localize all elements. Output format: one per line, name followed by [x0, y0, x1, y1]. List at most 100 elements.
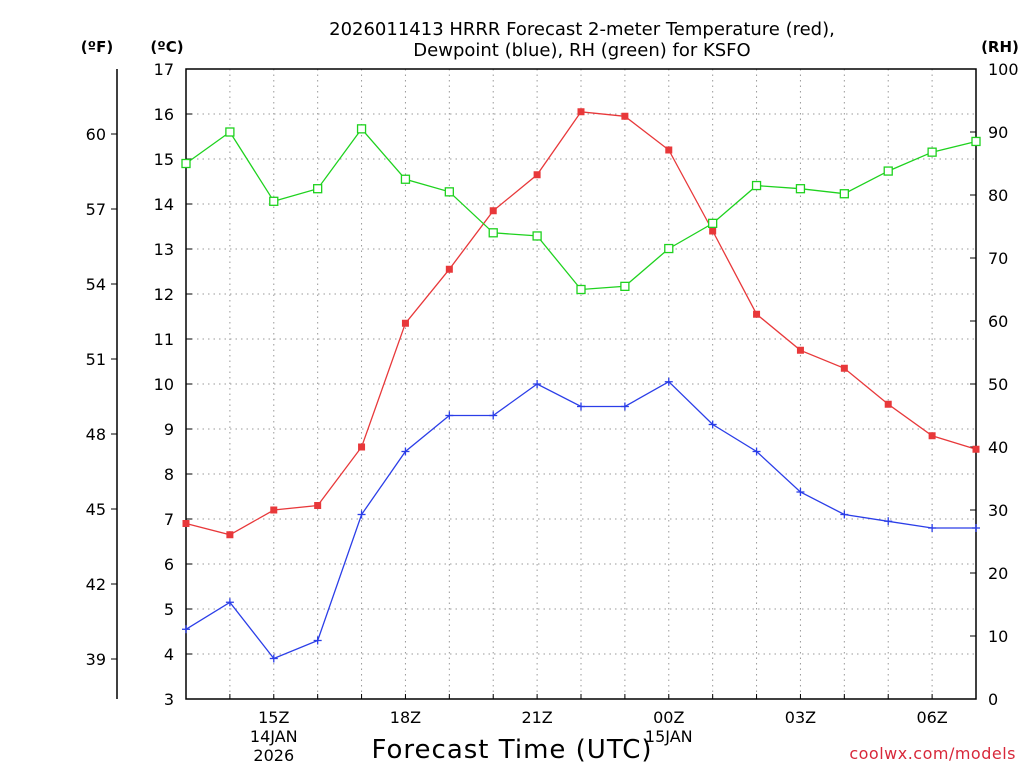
dewpoint-point: [577, 402, 585, 411]
rh-tick-label: 70: [988, 249, 1008, 268]
x-tick-label: 00Z: [653, 708, 684, 727]
temperature-point: [314, 502, 322, 509]
celsius-tick-label: 13: [154, 240, 174, 259]
rh-point: [225, 127, 235, 137]
dewpoint-point: [884, 517, 893, 526]
fahrenheit-tick-label: 60: [86, 125, 106, 144]
data-series: [181, 108, 981, 663]
temperature-point: [972, 445, 980, 453]
temperature-point: [928, 432, 936, 440]
celsius-tick-label: 5: [164, 600, 174, 619]
rh-tick-label: 80: [988, 186, 1008, 205]
dewpoint-point: [620, 402, 629, 411]
temperature-point: [270, 506, 278, 514]
x-tick-label: 21Z: [521, 708, 552, 727]
temperature-point: [577, 108, 585, 116]
fahrenheit-unit-label: (ºF): [81, 38, 113, 56]
date-label: 14JAN: [250, 727, 298, 746]
rh-tick-label: 10: [988, 627, 1008, 646]
dewpoint-point: [182, 625, 190, 634]
rh-point: [488, 228, 498, 238]
rh-tick-label: 100: [988, 60, 1019, 79]
rh-point: [532, 231, 542, 241]
celsius-tick-label: 4: [164, 645, 174, 664]
celsius-tick-label: 12: [154, 285, 174, 304]
celsius-tick-label: 9: [164, 420, 174, 439]
temperature-point: [753, 310, 761, 318]
date-label: 2026: [253, 746, 294, 765]
rh-tick-label: 60: [988, 312, 1008, 331]
rh-point: [269, 196, 279, 206]
rh-point: [313, 184, 323, 194]
fahrenheit-tick-label: 39: [86, 650, 106, 669]
rh-tick-label: 30: [988, 501, 1008, 520]
celsius-tick-label: 7: [164, 510, 174, 529]
celsius-tick-label: 14: [154, 195, 174, 214]
dewpoint-point: [664, 377, 673, 386]
date-label: 15JAN: [645, 727, 693, 746]
rh-point: [620, 281, 630, 292]
x-tick-label: 18Z: [390, 708, 421, 727]
dewpoint-point: [445, 411, 454, 420]
x-axis-label: Forecast Time (UTC): [371, 735, 652, 765]
rh-tick-label: 20: [988, 564, 1008, 583]
celsius-unit-label: (ºC): [150, 38, 183, 56]
celsius-tick-label: 10: [154, 375, 174, 394]
dewpoint-point: [313, 636, 322, 645]
temperature-point: [358, 443, 366, 451]
rh-point: [356, 124, 367, 134]
rh-point: [839, 189, 849, 199]
dewpoint-point: [489, 411, 498, 420]
fahrenheit-tick-label: 45: [86, 500, 106, 519]
rh-point: [751, 180, 762, 191]
rh-point: [400, 174, 411, 184]
rh-tick-label: 50: [988, 375, 1008, 394]
dewpoint-point: [840, 510, 849, 519]
rh-tick-label: 0: [988, 690, 998, 709]
temperature-point: [182, 520, 190, 527]
fahrenheit-tick-label: 42: [86, 575, 106, 594]
fahrenheit-tick-label: 51: [86, 350, 106, 369]
rh-point: [971, 136, 981, 147]
temperature-point: [621, 112, 629, 120]
dewpoint-point: [225, 598, 234, 607]
chart-title-line-2: Dewpoint (blue), RH (green) for KSFO: [413, 40, 750, 61]
chart-title-line-1: 2026011413 HRRR Forecast 2-meter Tempera…: [329, 19, 835, 40]
celsius-tick-label: 17: [154, 60, 174, 79]
temperature-point: [533, 171, 541, 179]
celsius-tick-label: 3: [164, 690, 174, 709]
rh-point: [883, 166, 893, 176]
x-tick-label: 15Z: [258, 708, 289, 727]
temperature-point: [709, 227, 717, 235]
dewpoint-point: [796, 488, 805, 496]
temperature-point: [226, 531, 234, 539]
fahrenheit-tick-label: 54: [86, 275, 106, 294]
temperature-point: [884, 400, 892, 408]
rh-point: [927, 147, 937, 157]
celsius-tick-label: 8: [164, 465, 174, 484]
rh-tick-label: 40: [988, 438, 1008, 457]
temperature-point: [401, 319, 409, 327]
celsius-tick-label: 6: [164, 555, 174, 574]
celsius-tick-label: 15: [154, 150, 174, 169]
x-tick-label: 03Z: [785, 708, 816, 727]
temperature-point: [840, 364, 848, 372]
dewpoint-point: [928, 524, 937, 532]
source-credit: coolwx.com/models: [849, 744, 1016, 763]
x-tick-label: 06Z: [916, 708, 947, 727]
tick-labels: 3456789101112131415161701020304050607080…: [86, 60, 1019, 765]
dewpoint-point: [533, 380, 542, 388]
dewpoint-point: [357, 510, 366, 519]
temperature-point: [445, 265, 453, 273]
dewpoint-point: [708, 420, 717, 429]
dewpoint-point: [401, 447, 410, 456]
temperature-point: [489, 207, 497, 215]
rh-unit-label: (RH): [981, 38, 1019, 56]
rh-tick-label: 90: [988, 123, 1008, 142]
celsius-tick-label: 11: [154, 330, 174, 349]
rh-point: [664, 243, 674, 254]
dewpoint-point: [752, 447, 761, 456]
temperature-point: [665, 146, 673, 154]
rh-point: [181, 158, 191, 169]
